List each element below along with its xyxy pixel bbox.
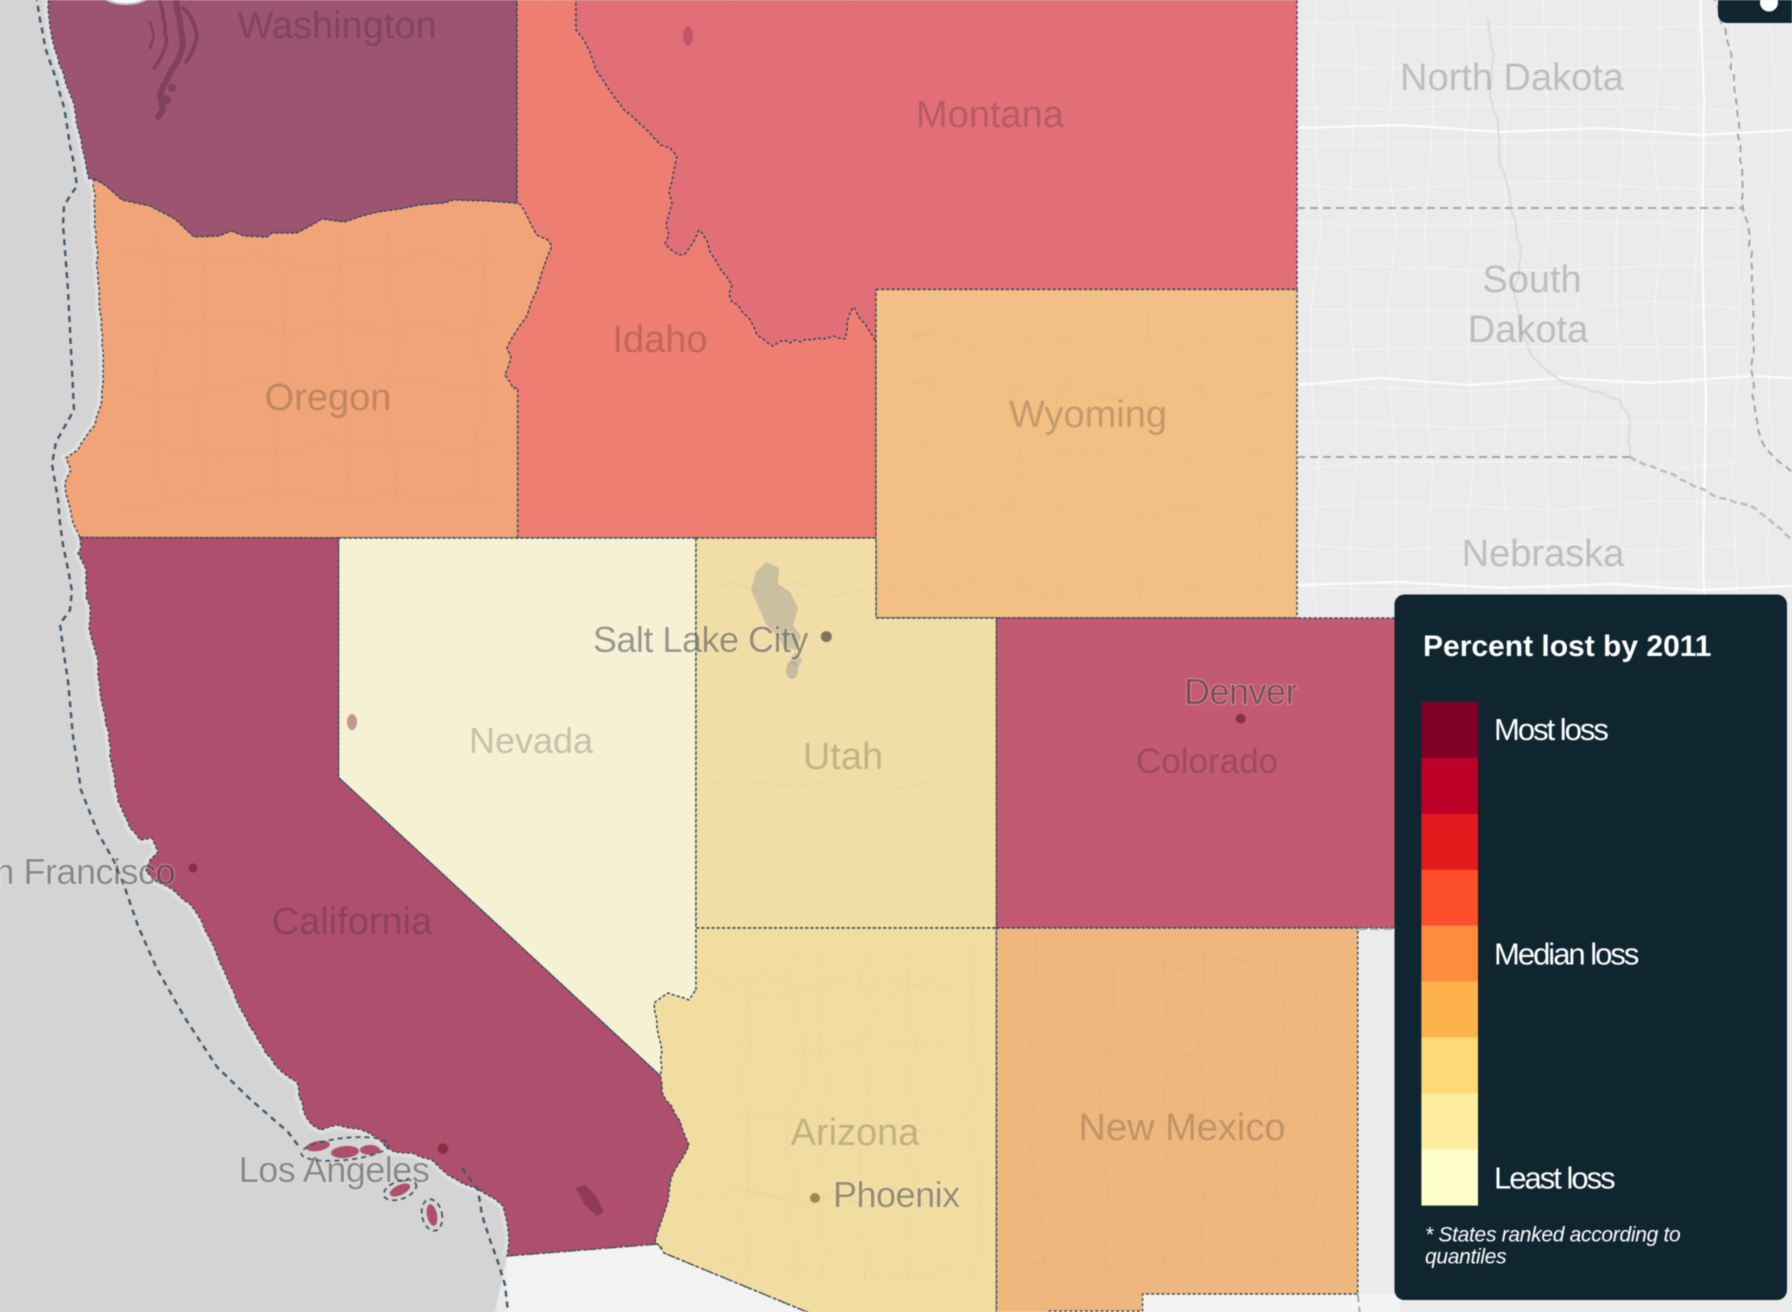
svg-text:Los Angeles: Los Angeles — [239, 1149, 430, 1190]
svg-text:Salt Lake City: Salt Lake City — [593, 619, 809, 660]
svg-text:Denver: Denver — [1184, 671, 1298, 712]
svg-text:quantiles: quantiles — [1425, 1246, 1507, 1269]
svg-text:Utah: Utah — [803, 736, 883, 778]
svg-text:Idaho: Idaho — [612, 319, 707, 361]
svg-text:Nebraska: Nebraska — [1462, 533, 1625, 575]
svg-text:Montana: Montana — [916, 94, 1065, 136]
svg-text:South: South — [1482, 259, 1581, 301]
svg-text:Dakota: Dakota — [1468, 309, 1589, 351]
svg-text:North Dakota: North Dakota — [1400, 57, 1625, 99]
svg-text:Oregon: Oregon — [265, 377, 392, 419]
svg-text:Least loss: Least loss — [1494, 1161, 1615, 1196]
svg-text:* States ranked according to: * States ranked according to — [1425, 1224, 1681, 1247]
svg-text:Colorado: Colorado — [1136, 742, 1278, 781]
svg-text:Wyoming: Wyoming — [1009, 394, 1167, 436]
svg-text:Arizona: Arizona — [791, 1112, 921, 1154]
svg-text:Phoenix: Phoenix — [833, 1174, 960, 1215]
svg-text:New Mexico: New Mexico — [1079, 1107, 1286, 1149]
svg-text:Washington: Washington — [237, 5, 436, 47]
svg-text:Percent lost by 2011: Percent lost by 2011 — [1423, 630, 1712, 663]
svg-text:San Francisco: San Francisco — [0, 851, 175, 892]
svg-text:California: California — [272, 901, 433, 943]
svg-text:Most loss: Most loss — [1494, 712, 1608, 747]
svg-text:Median loss: Median loss — [1494, 937, 1639, 972]
svg-text:Nevada: Nevada — [469, 720, 594, 761]
